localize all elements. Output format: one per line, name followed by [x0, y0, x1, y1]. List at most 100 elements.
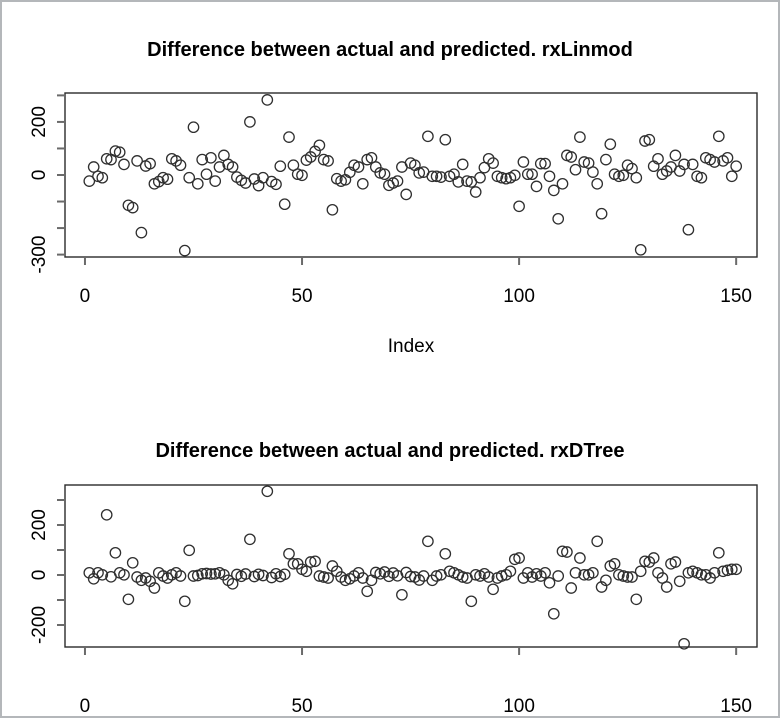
data-point [226, 161, 239, 173]
data-point [482, 152, 495, 165]
data-point [617, 570, 630, 582]
data-point [322, 155, 334, 167]
data-point [613, 568, 625, 581]
data-point [261, 485, 274, 498]
data-point [352, 161, 365, 173]
data-point [530, 180, 543, 193]
y-tick-label: -200 [29, 606, 50, 644]
data-point [317, 153, 330, 166]
x-tick-label: 100 [503, 696, 535, 717]
data-point [461, 175, 473, 187]
data-point [270, 178, 282, 191]
data-point [543, 576, 556, 589]
data-point [469, 568, 482, 581]
data-point [187, 570, 200, 582]
data-point [278, 198, 291, 211]
data-point [317, 571, 330, 583]
data-point [725, 170, 738, 183]
data-point [161, 173, 174, 186]
data-point [678, 637, 690, 650]
data-point [686, 158, 699, 171]
data-point [122, 593, 135, 606]
data-point [435, 171, 447, 183]
data-point [482, 571, 495, 583]
data-point [278, 568, 291, 581]
data-point [695, 171, 708, 184]
data-point [283, 547, 295, 560]
x-tick-label: 100 [503, 286, 535, 307]
data-point [274, 160, 287, 173]
x-tick-label: 150 [720, 286, 752, 307]
data-point [309, 145, 321, 158]
data-point [452, 176, 465, 188]
data-point [730, 160, 743, 173]
plot-box [64, 92, 758, 258]
data-point [652, 152, 664, 165]
data-point [578, 156, 591, 168]
data-point [322, 572, 334, 584]
data-point [643, 133, 656, 146]
y-axis: 200 0 -300 [29, 94, 65, 274]
data-points [83, 485, 743, 650]
data-point [587, 166, 599, 178]
data-point [634, 565, 647, 578]
y-tick-label: -300 [29, 236, 50, 274]
data-point [495, 570, 508, 582]
data-point [304, 556, 317, 568]
chart-title-rxdtree: Difference between actual and predicted.… [155, 440, 625, 462]
data-point [296, 169, 308, 182]
data-point [309, 555, 321, 568]
data-point [96, 568, 109, 581]
data-point [209, 175, 222, 187]
data-point [196, 153, 209, 166]
data-point [556, 177, 569, 190]
data-point [456, 158, 469, 171]
data-point [118, 158, 130, 171]
data-point [682, 223, 695, 236]
data-point [430, 170, 443, 183]
data-point [708, 566, 721, 579]
data-point [183, 544, 196, 557]
data-point [474, 171, 486, 184]
data-point [565, 151, 578, 163]
data-point [626, 571, 638, 583]
data-point [521, 566, 534, 579]
data-point [673, 575, 686, 588]
data-point [113, 146, 126, 159]
y-axis: 200 0 -200 [29, 499, 65, 644]
data-point [660, 165, 673, 177]
data-point [574, 131, 586, 143]
data-point [439, 133, 452, 146]
x-tick-label: 50 [291, 286, 312, 307]
data-point [591, 535, 604, 548]
data-point [487, 583, 499, 596]
data-point [200, 567, 213, 580]
y-tick-label: 200 [29, 106, 50, 138]
x-axis-label: Index [388, 336, 435, 357]
data-point [721, 151, 734, 164]
data-point [569, 163, 582, 176]
x-tick-label: 150 [720, 696, 752, 717]
data-point [565, 582, 578, 594]
data-point [426, 574, 439, 587]
data-point [100, 152, 113, 165]
data-point [191, 177, 204, 190]
data-point [569, 566, 582, 579]
data-point [178, 595, 191, 608]
data-point [369, 566, 382, 579]
data-point [413, 574, 426, 586]
data-points [83, 94, 743, 257]
data-point [209, 567, 222, 580]
data-point [647, 552, 660, 564]
data-point [244, 116, 256, 128]
data-point [587, 566, 599, 579]
data-point [561, 546, 573, 558]
data-point [261, 94, 274, 106]
data-point [200, 168, 213, 181]
data-point [100, 508, 113, 521]
data-point [283, 131, 295, 143]
data-point [378, 168, 391, 181]
data-point [422, 535, 434, 548]
